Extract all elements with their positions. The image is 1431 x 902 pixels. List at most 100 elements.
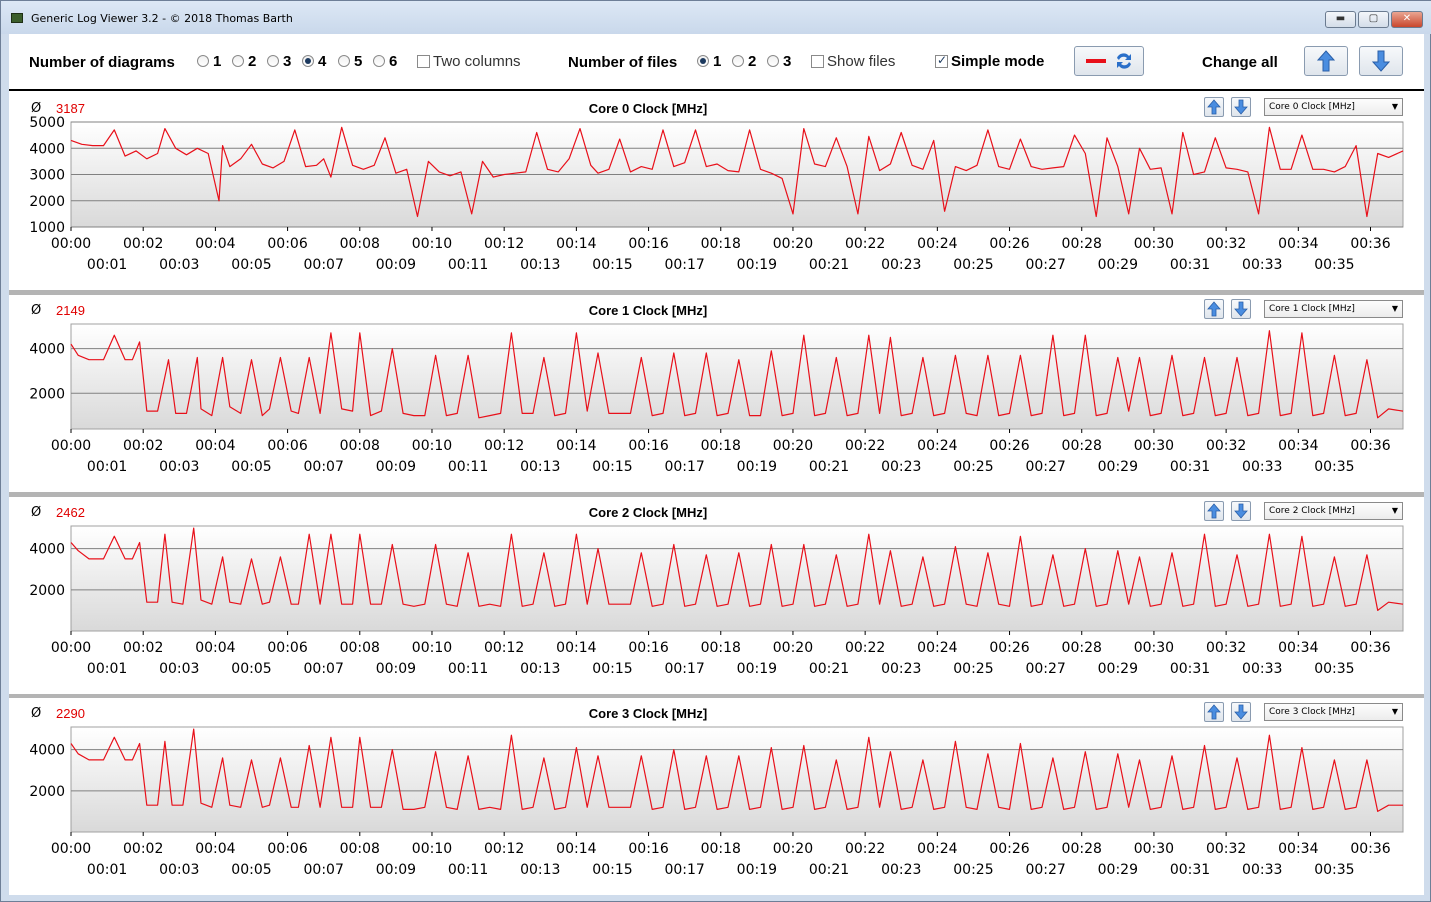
sensor-select-value: Core 3 Clock [MHz] xyxy=(1269,707,1355,717)
sensor-select-value: Core 2 Clock [MHz] xyxy=(1269,506,1355,516)
y-tick-label: 4000 xyxy=(29,542,65,558)
chart-svg: 4000 2000 00:00 00:02 00:04 00:06 00:08 00:10 00… xyxy=(29,525,1404,677)
diagram-panel: 5000 4000 3000 2000 1000 00:00 00:02 00:04 00:06… xyxy=(9,93,1424,289)
x-tick-label: 00:16 xyxy=(628,438,668,454)
x-tick-label: 00:10 xyxy=(412,438,452,454)
file-radio-2[interactable] xyxy=(732,55,744,67)
y-tick-label: 4000 xyxy=(29,743,65,759)
diagram-radio-label: 5 xyxy=(354,53,363,70)
average-value: 3187 xyxy=(56,101,85,116)
x-tick-label: 00:04 xyxy=(195,438,235,454)
x-tick-label: 00:20 xyxy=(773,236,813,252)
minimize-button[interactable]: ▬ xyxy=(1325,11,1356,28)
diagram-radio-2[interactable] xyxy=(232,55,244,67)
panel-splitter[interactable] xyxy=(9,290,1424,295)
panel-splitter[interactable] xyxy=(9,694,1424,699)
x-tick-label: 00:22 xyxy=(845,841,885,857)
move-all-up-button[interactable] xyxy=(1304,46,1348,76)
diagram-down-button[interactable] xyxy=(1231,299,1251,319)
y-tick-label: 2000 xyxy=(29,194,65,210)
x-tick-label: 00:05 xyxy=(231,257,271,273)
average-symbol: Ø xyxy=(31,101,42,116)
x-tick-label: 00:02 xyxy=(123,236,163,252)
x-tick-label: 00:31 xyxy=(1170,459,1210,475)
arrow-up-icon xyxy=(1207,503,1221,519)
x-tick-label: 00:04 xyxy=(195,841,235,857)
diagram-up-button[interactable] xyxy=(1204,97,1224,117)
diagram-title: Core 1 Clock [MHz] xyxy=(588,303,708,318)
x-tick-label: 00:36 xyxy=(1350,841,1390,857)
x-tick-label: 00:36 xyxy=(1350,640,1390,656)
x-tick-label: 00:35 xyxy=(1314,257,1354,273)
x-tick-label: 00:26 xyxy=(989,236,1029,252)
two-columns-checkbox[interactable] xyxy=(417,55,430,68)
x-tick-label: 00:35 xyxy=(1314,862,1354,878)
arrow-up-icon xyxy=(1316,50,1336,72)
x-tick-label: 00:09 xyxy=(376,459,416,475)
x-tick-label: 00:24 xyxy=(917,841,957,857)
x-tick-label: 00:00 xyxy=(51,438,91,454)
x-tick-label: 00:21 xyxy=(809,862,849,878)
x-tick-label: 00:14 xyxy=(556,438,596,454)
x-tick-label: 00:12 xyxy=(484,841,524,857)
x-tick-label: 00:29 xyxy=(1098,661,1138,677)
diagram-radio-3[interactable] xyxy=(267,55,279,67)
x-tick-label: 00:19 xyxy=(737,862,777,878)
x-tick-label: 00:15 xyxy=(592,459,632,475)
arrow-up-icon xyxy=(1207,99,1221,115)
x-tick-label: 00:26 xyxy=(989,841,1029,857)
maximize-button[interactable]: ▢ xyxy=(1358,11,1389,28)
sensor-select[interactable]: Core 3 Clock [MHz] ▼ xyxy=(1264,703,1403,721)
file-radio-label: 1 xyxy=(713,53,722,70)
x-tick-label: 00:25 xyxy=(953,459,993,475)
diagram-radio-4[interactable] xyxy=(302,55,314,67)
x-tick-label: 00:17 xyxy=(664,459,704,475)
diagram-up-button[interactable] xyxy=(1204,702,1224,722)
x-tick-label: 00:30 xyxy=(1134,841,1174,857)
x-tick-label: 00:14 xyxy=(556,236,596,252)
x-tick-label: 00:33 xyxy=(1242,862,1282,878)
x-tick-label: 00:24 xyxy=(917,236,957,252)
sensor-select[interactable]: Core 1 Clock [MHz] ▼ xyxy=(1264,300,1403,318)
x-tick-label: 00:02 xyxy=(123,841,163,857)
x-tick-label: 00:29 xyxy=(1098,459,1138,475)
x-tick-label: 00:35 xyxy=(1314,661,1354,677)
x-tick-label: 00:03 xyxy=(159,661,199,677)
x-tick-label: 00:08 xyxy=(340,236,380,252)
diagram-up-button[interactable] xyxy=(1204,299,1224,319)
x-tick-label: 00:31 xyxy=(1170,862,1210,878)
sensor-select[interactable]: Core 0 Clock [MHz] ▼ xyxy=(1264,98,1403,116)
series-line xyxy=(70,126,1404,218)
show-files-checkbox[interactable] xyxy=(811,55,824,68)
x-tick-label: 00:01 xyxy=(87,862,127,878)
x-tick-label: 00:34 xyxy=(1278,841,1318,857)
diagram-down-button[interactable] xyxy=(1231,501,1251,521)
x-tick-label: 00:01 xyxy=(87,459,127,475)
diagram-up-button[interactable] xyxy=(1204,501,1224,521)
y-tick-label: 2000 xyxy=(29,784,65,800)
file-radio-3[interactable] xyxy=(767,55,779,67)
x-tick-label: 00:30 xyxy=(1134,640,1174,656)
average-symbol: Ø xyxy=(31,505,42,520)
x-tick-label: 00:33 xyxy=(1242,257,1282,273)
y-tick-label: 4000 xyxy=(29,141,65,157)
color-swap-button[interactable] xyxy=(1074,46,1144,76)
simple-mode-checkbox[interactable] xyxy=(935,53,948,68)
diagram-radio-6[interactable] xyxy=(373,55,385,67)
x-tick-label: 00:19 xyxy=(737,257,777,273)
diagram-radio-1[interactable] xyxy=(197,55,209,67)
x-tick-label: 00:25 xyxy=(953,661,993,677)
diagram-down-button[interactable] xyxy=(1231,702,1251,722)
chevron-down-icon: ▼ xyxy=(1391,707,1398,716)
file-radio-1[interactable] xyxy=(697,55,709,67)
x-tick-label: 00:22 xyxy=(845,236,885,252)
move-all-down-button[interactable] xyxy=(1359,46,1403,76)
x-tick-label: 00:36 xyxy=(1350,236,1390,252)
file-radio-label: 3 xyxy=(783,53,792,70)
diagram-down-button[interactable] xyxy=(1231,97,1251,117)
close-button[interactable]: ✕ xyxy=(1391,11,1423,28)
diagram-radio-5[interactable] xyxy=(338,55,350,67)
x-tick-label: 00:21 xyxy=(809,459,849,475)
sensor-select[interactable]: Core 2 Clock [MHz] ▼ xyxy=(1264,502,1403,520)
panel-splitter[interactable] xyxy=(9,492,1424,497)
